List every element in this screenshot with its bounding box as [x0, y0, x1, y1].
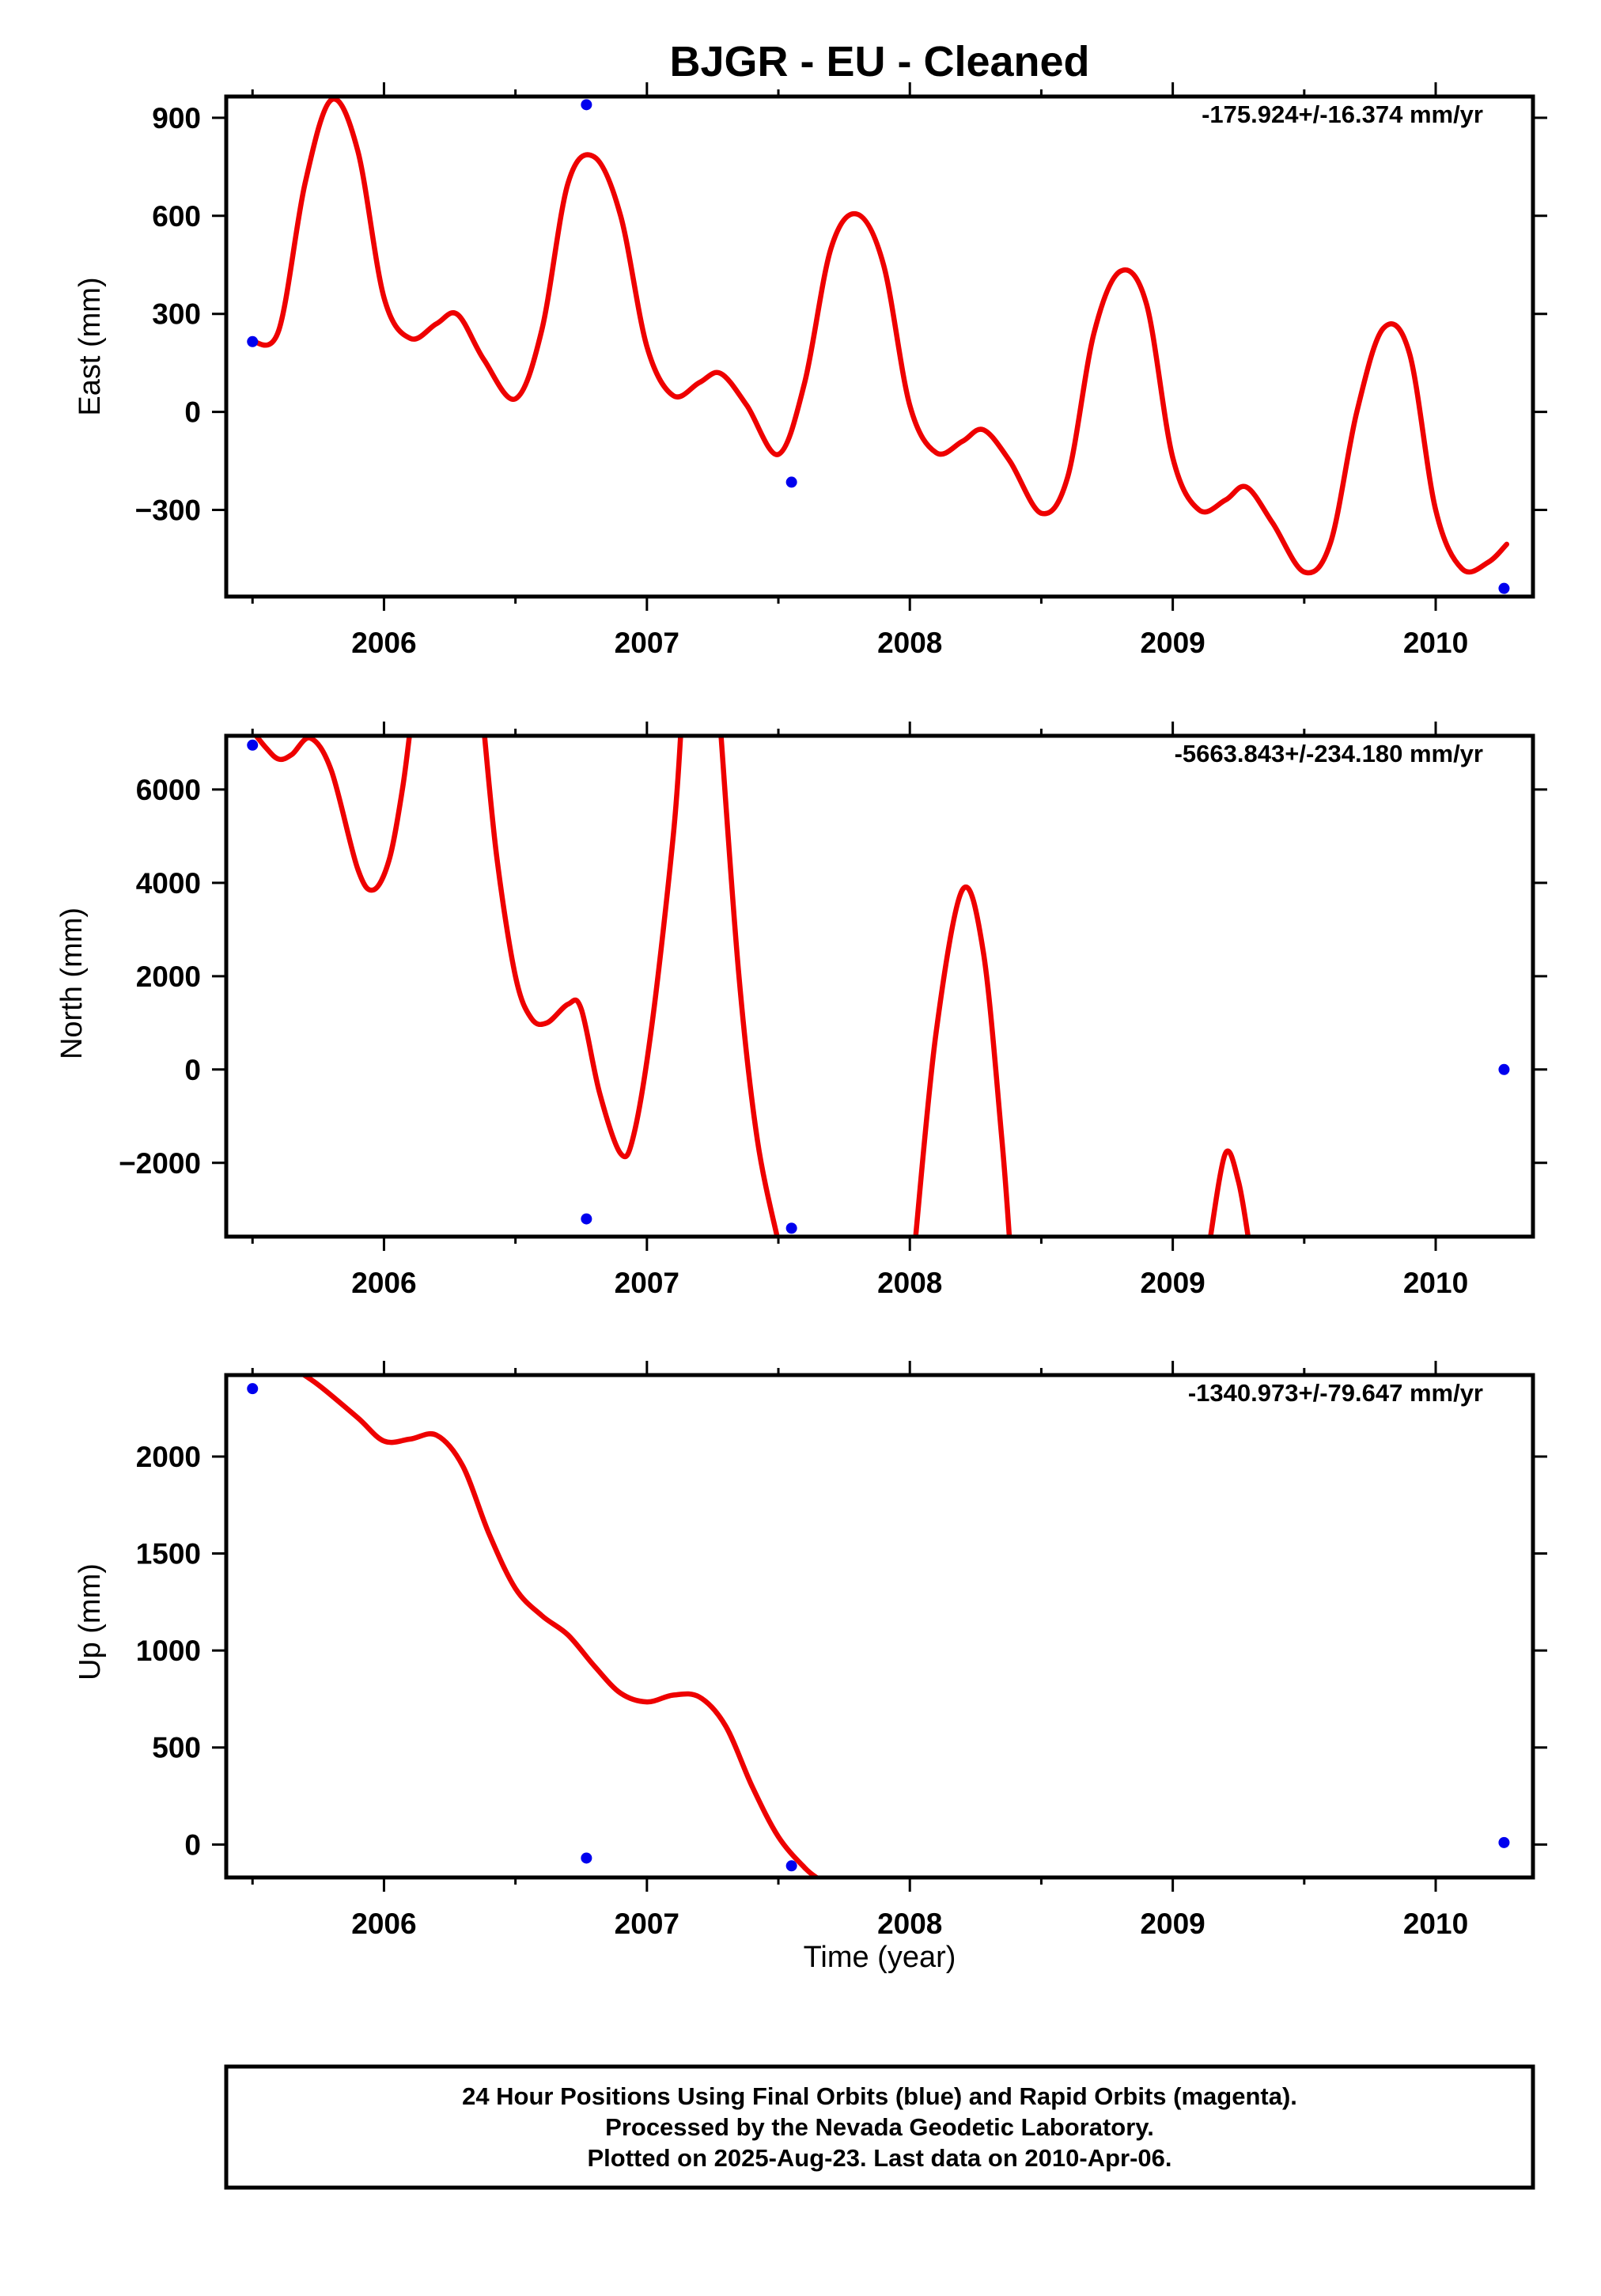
east-x-tick-label: 2009	[1140, 627, 1205, 659]
chart-title: BJGR - EU - Cleaned	[669, 38, 1089, 85]
up-y-axis-label: Up (mm)	[74, 1563, 107, 1680]
up-data-point	[785, 1860, 797, 1872]
north-rate-label: -5663.843+/-234.180 mm/yr	[1175, 740, 1483, 767]
east-x-tick-label: 2006	[351, 627, 416, 659]
east-x-tick-label: 2008	[877, 627, 942, 659]
up-x-tick-label: 2007	[615, 1908, 679, 1940]
x-axis-label: Time (year)	[804, 1941, 956, 1974]
north-y-tick-label: 0	[184, 1054, 201, 1086]
east-y-tick-label: 900	[152, 102, 201, 135]
east-y-tick-label: −300	[135, 494, 201, 527]
north-x-tick-label: 2009	[1140, 1267, 1205, 1299]
up-y-tick-label: 1000	[136, 1635, 201, 1667]
up-y-tick-label: 2000	[136, 1441, 201, 1473]
north-data-point	[247, 739, 259, 751]
north-x-tick-label: 2006	[351, 1267, 416, 1299]
north-fit-line	[718, 736, 780, 1237]
east-y-tick-label: 0	[184, 396, 201, 429]
east-fit-line	[249, 97, 1510, 576]
footer-frame	[224, 2064, 1535, 2190]
east-y-tick-label: 300	[152, 298, 201, 331]
north-data-point	[581, 1213, 592, 1225]
east-x-tick-label: 2010	[1403, 627, 1468, 659]
north-x-tick-label: 2007	[615, 1267, 679, 1299]
footer-line-3: Plotted on 2025-Aug-23. Last data on 201…	[587, 2144, 1171, 2172]
north-data-point	[785, 1222, 797, 1234]
up-y-tick-label: 0	[184, 1828, 201, 1861]
east-data-point	[247, 335, 259, 347]
north-x-tick-label: 2010	[1403, 1267, 1468, 1299]
up-data-point	[247, 1383, 259, 1395]
up-rate-label: -1340.973+/-79.647 mm/yr	[1188, 1379, 1483, 1407]
up-panel: -1340.973+/-79.647 mm/yr Up (mm) 2006 200…	[74, 1361, 1547, 1940]
east-data-point	[581, 99, 592, 111]
footer-box: 24 Hour Positions Using Final Orbits (bl…	[224, 2064, 1535, 2190]
north-data-point	[1498, 1063, 1510, 1075]
north-y-tick-label: 4000	[136, 867, 201, 900]
footer-line-2: Processed by the Nevada Geodetic Laborat…	[605, 2113, 1154, 2141]
up-data-point	[1498, 1836, 1510, 1848]
east-y-tick-label: 600	[152, 200, 201, 233]
east-data-point	[785, 476, 797, 488]
up-x-tick-label: 2010	[1403, 1908, 1468, 1940]
up-y-tick-label: 1500	[136, 1538, 201, 1570]
east-panel: -175.924+/-16.374 mm/yr East (mm) 2006 20…	[74, 82, 1547, 659]
north-x-tick-label: 2008	[877, 1267, 942, 1299]
up-fit-line	[299, 1375, 820, 1877]
north-plot-frame	[224, 733, 1535, 1239]
footer-line-1: 24 Hour Positions Using Final Orbits (bl…	[462, 2082, 1297, 2110]
east-y-axis-label: East (mm)	[74, 277, 107, 415]
north-y-tick-label: 6000	[136, 774, 201, 806]
east-data-point	[1498, 582, 1510, 594]
up-data-point	[581, 1852, 592, 1864]
up-x-tick-label: 2008	[877, 1908, 942, 1940]
north-fit-line	[1208, 1148, 1251, 1237]
north-y-tick-label: 2000	[136, 960, 201, 993]
up-x-tick-label: 2009	[1140, 1908, 1205, 1940]
north-fit-line	[913, 885, 1012, 1237]
up-y-tick-label: 500	[152, 1732, 201, 1764]
north-fit-line	[252, 736, 412, 893]
east-plot-frame	[224, 94, 1535, 599]
east-rate-label: -175.924+/-16.374 mm/yr	[1202, 100, 1483, 128]
north-panel: -5663.843+/-234.180 mm/yr North (mm) 200…	[55, 722, 1547, 1299]
north-fit-line	[482, 736, 683, 1160]
north-y-axis-label: North (mm)	[55, 907, 89, 1059]
east-x-tick-label: 2007	[615, 627, 679, 659]
up-plot-frame	[224, 1373, 1535, 1880]
north-y-tick-label: −2000	[119, 1147, 201, 1180]
up-x-tick-label: 2006	[351, 1908, 416, 1940]
